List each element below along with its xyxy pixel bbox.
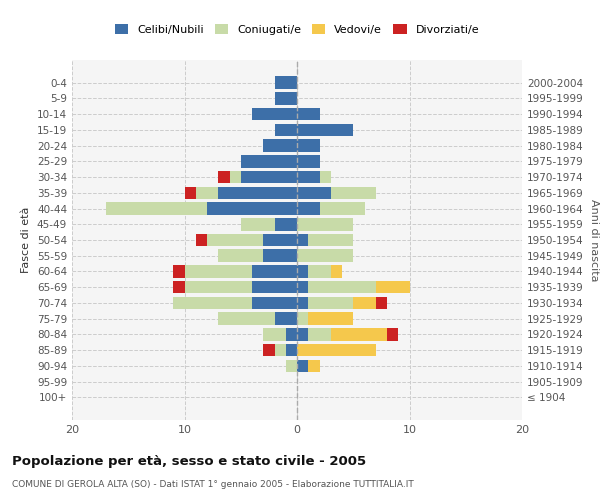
Bar: [297, 265, 308, 278]
Bar: [207, 234, 263, 246]
Bar: [297, 155, 320, 168]
Bar: [308, 265, 331, 278]
Bar: [185, 186, 196, 199]
Bar: [297, 296, 308, 309]
Bar: [297, 202, 320, 215]
Bar: [218, 312, 275, 325]
Bar: [308, 234, 353, 246]
Bar: [297, 186, 331, 199]
Bar: [297, 108, 320, 120]
Bar: [106, 202, 207, 215]
Bar: [252, 265, 297, 278]
Bar: [263, 328, 286, 340]
Text: Popolazione per età, sesso e stato civile - 2005: Popolazione per età, sesso e stato civil…: [12, 455, 366, 468]
Bar: [275, 344, 286, 356]
Bar: [173, 296, 252, 309]
Bar: [185, 281, 252, 293]
Bar: [207, 202, 297, 215]
Bar: [331, 328, 387, 340]
Bar: [297, 124, 353, 136]
Bar: [308, 328, 331, 340]
Bar: [275, 124, 297, 136]
Bar: [185, 265, 252, 278]
Bar: [376, 281, 409, 293]
Bar: [297, 312, 308, 325]
Bar: [308, 360, 320, 372]
Legend: Celibi/Nubili, Coniugati/e, Vedovi/e, Divorziati/e: Celibi/Nubili, Coniugati/e, Vedovi/e, Di…: [109, 19, 485, 40]
Y-axis label: Fasce di età: Fasce di età: [22, 207, 31, 273]
Bar: [297, 171, 320, 183]
Bar: [196, 186, 218, 199]
Bar: [275, 92, 297, 104]
Bar: [376, 296, 387, 309]
Bar: [331, 186, 376, 199]
Bar: [241, 155, 297, 168]
Bar: [218, 186, 297, 199]
Bar: [196, 234, 207, 246]
Bar: [308, 281, 376, 293]
Bar: [297, 360, 308, 372]
Bar: [297, 234, 308, 246]
Bar: [218, 171, 229, 183]
Bar: [286, 344, 297, 356]
Bar: [297, 218, 353, 230]
Bar: [252, 108, 297, 120]
Bar: [252, 296, 297, 309]
Bar: [263, 234, 297, 246]
Bar: [263, 140, 297, 152]
Bar: [297, 250, 353, 262]
Bar: [241, 218, 275, 230]
Bar: [308, 312, 353, 325]
Bar: [297, 344, 376, 356]
Bar: [387, 328, 398, 340]
Bar: [286, 328, 297, 340]
Text: COMUNE DI GEROLA ALTA (SO) - Dati ISTAT 1° gennaio 2005 - Elaborazione TUTTITALI: COMUNE DI GEROLA ALTA (SO) - Dati ISTAT …: [12, 480, 414, 489]
Bar: [320, 171, 331, 183]
Bar: [320, 202, 365, 215]
Bar: [173, 265, 185, 278]
Bar: [275, 76, 297, 89]
Bar: [263, 250, 297, 262]
Bar: [275, 312, 297, 325]
Bar: [297, 328, 308, 340]
Bar: [297, 140, 320, 152]
Bar: [297, 281, 308, 293]
Bar: [173, 281, 185, 293]
Bar: [331, 265, 342, 278]
Bar: [286, 360, 297, 372]
Bar: [353, 296, 376, 309]
Bar: [241, 171, 297, 183]
Bar: [252, 281, 297, 293]
Bar: [218, 250, 263, 262]
Bar: [275, 218, 297, 230]
Y-axis label: Anni di nascita: Anni di nascita: [589, 198, 599, 281]
Bar: [229, 171, 241, 183]
Bar: [308, 296, 353, 309]
Bar: [263, 344, 275, 356]
